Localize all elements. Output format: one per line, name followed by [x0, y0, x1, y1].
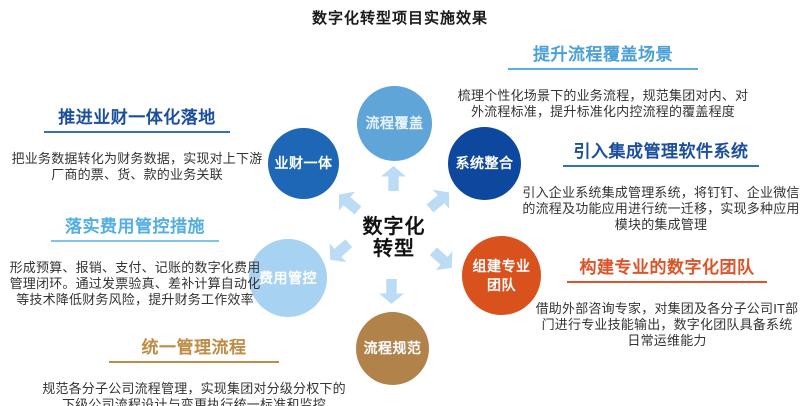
section-system-integration: 引入集成管理软件系统 引入企业系统集成管理系统，将钉钉、企业微信 的流程及功能应… — [517, 142, 800, 233]
section-underline — [563, 164, 759, 167]
hub-label: 数字化 转型 — [362, 216, 426, 260]
node-process-standard: 流程规范 — [356, 312, 429, 385]
node-business-finance: 业财一体 — [268, 128, 339, 199]
section-title: 推进业财一体化落地 — [58, 108, 216, 127]
section-body: 规范各分子公司流程管理，实现集团对分级分权下的 下级公司流程设计与变更执行统一标… — [42, 380, 346, 406]
arrow-up-icon — [381, 166, 406, 191]
section-underline — [508, 67, 698, 70]
section-business-finance: 推进业财一体化落地 把业务数据转化为财务数据，实现对上下游 厂商的票、货、款的业… — [5, 108, 269, 183]
section-title: 引入集成管理软件系统 — [573, 142, 749, 161]
section-title: 统一管理流程 — [141, 338, 247, 357]
section-underline — [109, 360, 279, 363]
section-expense-control: 落实费用管控措施 形成预算、报销、支付、记账的数字化费用 管理闭环。通过发票验真… — [2, 217, 268, 308]
section-title: 落实费用管控措施 — [65, 217, 205, 236]
section-body: 形成预算、报销、支付、记账的数字化费用 管理闭环。通过发票验真、差补计算自动化 … — [9, 259, 261, 307]
section-title: 提升流程覆盖场景 — [533, 45, 673, 64]
section-body: 引入企业系统集成管理系统，将钉钉、企业微信 的流程及功能应用进行统一迁移，实现多… — [522, 184, 800, 232]
node-process-coverage: 流程覆盖 — [357, 86, 432, 161]
arrow-up-right-icon — [422, 183, 457, 218]
section-digital-team: 构建专业的数字化团队 借助外部咨询专家，对集团及各分子公司IT部 门进行专业技能… — [535, 258, 799, 349]
section-body: 把业务数据转化为财务数据，实现对上下游 厂商的票、货、款的业务关联 — [11, 150, 263, 182]
section-underline — [567, 280, 767, 283]
section-title: 构建专业的数字化团队 — [579, 258, 755, 277]
page-title: 数字化转型项目实施效果 — [311, 10, 488, 27]
node-professional-team: 组建专业 团队 — [462, 236, 541, 315]
section-underline — [51, 239, 219, 242]
arrow-up-left-icon — [331, 185, 366, 220]
node-expense-control: 费用管控 — [249, 239, 327, 317]
section-unified-process: 统一管理流程 规范各分子公司流程管理，实现集团对分级分权下的 下级公司流程设计与… — [33, 338, 355, 406]
section-body: 借助外部咨询专家，对集团及各分子公司IT部 门进行专业技能输出，数字化团队具备系… — [535, 300, 799, 348]
section-process-coverage: 提升流程覆盖场景 梳理个性化场景下的业务流程，规范集团对内、对 外流程标准，提升… — [418, 45, 788, 120]
node-system-integration: 系统整合 — [448, 127, 521, 200]
arrow-down-icon — [379, 279, 404, 304]
section-body: 梳理个性化场景下的业务流程，规范集团对内、对 外流程标准，提升标准化内控流程的覆… — [457, 87, 749, 119]
section-underline — [44, 130, 230, 133]
